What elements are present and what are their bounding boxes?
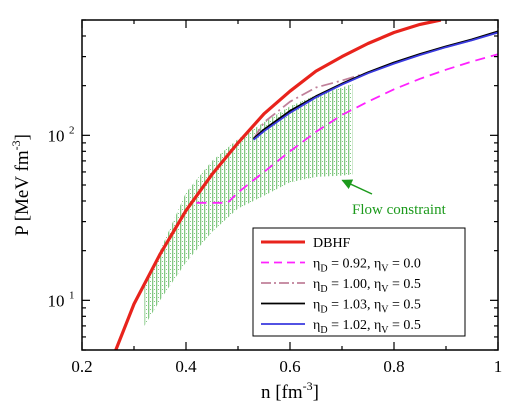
flow-constraint-label: Flow constraint <box>352 202 447 218</box>
series-line-5 <box>253 31 498 141</box>
flow-constraint-arrow <box>341 179 373 195</box>
legend-label-4: ηD = 1.03, ηV = 0.5 <box>313 298 421 316</box>
x-tick-label: 0.4 <box>175 357 197 376</box>
legend-label-3: ηD = 1.00, ηV = 0.5 <box>313 277 421 295</box>
x-tick-label: 0.8 <box>383 357 404 376</box>
series-line-1 <box>114 20 442 350</box>
x-tick-label: 0.6 <box>279 357 300 376</box>
legend-label-1: DBHF <box>313 236 351 251</box>
y-tick-label: 10 <box>48 126 65 145</box>
x-axis-title: n [fm-3] <box>261 379 319 403</box>
series-line-2 <box>196 53 498 204</box>
y-axis-title: P [MeV fm-3] <box>9 134 33 236</box>
y-tick-exponent: 1 <box>69 289 75 301</box>
y-tick-exponent: 2 <box>69 124 75 136</box>
legend-box <box>252 227 466 337</box>
x-tick-label: 0.2 <box>71 357 92 376</box>
x-tick-label: 1 <box>494 357 503 376</box>
flow-constraint-band <box>144 83 353 326</box>
legend-label-5: ηD = 1.02, ηV = 0.5 <box>313 318 421 336</box>
y-tick-label: 10 <box>48 291 65 310</box>
legend-label-2: ηD = 0.92, ηV = 0.0 <box>313 257 421 275</box>
